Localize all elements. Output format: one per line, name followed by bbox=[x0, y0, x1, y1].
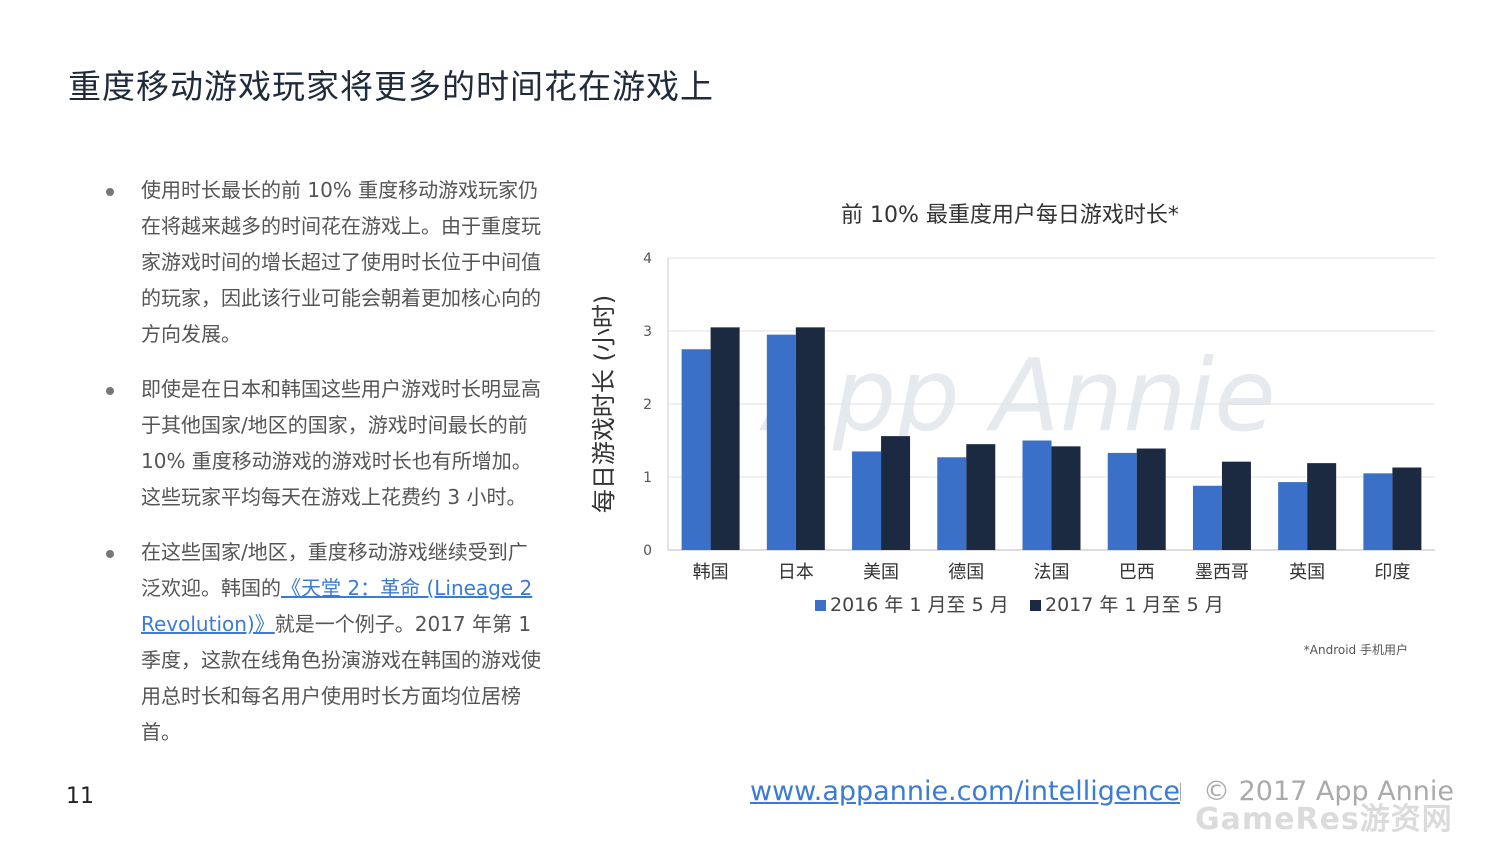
x-tick-label: 墨西哥 bbox=[1195, 562, 1249, 583]
y-tick-label: 0 bbox=[643, 543, 652, 559]
legend-label: 2016 年 1 月至 5 月 bbox=[830, 594, 1009, 616]
y-tick-label: 2 bbox=[643, 397, 652, 413]
bar-2017 bbox=[1051, 446, 1081, 550]
bar-2017 bbox=[1307, 463, 1337, 550]
y-axis-label: 每日游戏时长 (小时) bbox=[590, 295, 618, 513]
x-tick-label: 德国 bbox=[948, 562, 984, 583]
bar-2016 bbox=[681, 349, 711, 550]
bullet-text: 使用时长最长的前 10% 重度移动游戏玩家仍在将越来越多的时间花在游戏上。由于重… bbox=[141, 178, 541, 346]
bar-2017 bbox=[1221, 461, 1251, 550]
legend-label: 2017 年 1 月至 5 月 bbox=[1045, 594, 1224, 616]
bar-2017 bbox=[795, 327, 825, 550]
page-number: 11 bbox=[66, 784, 94, 809]
x-tick-label: 印度 bbox=[1374, 562, 1410, 583]
y-tick-labels: 0 1 2 3 4 bbox=[643, 251, 652, 559]
x-tick-label: 日本 bbox=[778, 562, 814, 583]
bullet-dot-icon bbox=[106, 550, 114, 558]
bar-2016 bbox=[1107, 452, 1137, 550]
chart-watermark: App Annie bbox=[758, 337, 1276, 454]
x-tick-label: 法国 bbox=[1034, 562, 1070, 583]
x-tick-label: 美国 bbox=[863, 562, 899, 583]
bar-2016 bbox=[852, 451, 882, 550]
bar-2016 bbox=[1278, 482, 1308, 550]
bullet-text-before: 在这些国家/地区，重度移动游戏继续受到广泛欢迎。韩国的 bbox=[141, 540, 528, 600]
chart-footnote: *Android 手机用户 bbox=[1304, 642, 1408, 657]
footer-copyright: © 2017 App Annie bbox=[1203, 776, 1455, 807]
bar-2017 bbox=[710, 327, 740, 550]
bullet-text-after: 就是一个例子。2017 年第 1季度，这款在线角色扮演游戏在韩国的游戏使用总时长… bbox=[141, 612, 541, 744]
bar-2017 bbox=[966, 444, 996, 550]
lineage-2-link[interactable]: 《天堂 2：革命 (Lineage 2 Revolution)》 bbox=[141, 576, 533, 636]
footer-divider bbox=[1180, 783, 1181, 801]
bar-2016 bbox=[1022, 440, 1052, 550]
x-tick-label: 巴西 bbox=[1119, 562, 1155, 583]
y-tick-label: 1 bbox=[643, 470, 652, 486]
bullet-item: 使用时长最长的前 10% 重度移动游戏玩家仍在将越来越多的时间花在游戏上。由于重… bbox=[100, 172, 545, 352]
x-tick-labels: 韩国 日本 美国 德国 法国 巴西 墨西哥 英国 印度 bbox=[693, 562, 1411, 583]
corner-watermark: GameRes游资网 bbox=[1195, 802, 1453, 837]
bullet-list: 使用时长最长的前 10% 重度移动游戏玩家仍在将越来越多的时间花在游戏上。由于重… bbox=[100, 172, 545, 769]
bar-2016 bbox=[937, 457, 967, 550]
bar-2017 bbox=[1392, 467, 1422, 550]
legend: 2016 年 1 月至 5 月 2017 年 1 月至 5 月 bbox=[815, 594, 1224, 616]
footer-link[interactable]: www.appannie.com/intelligence bbox=[750, 776, 1181, 807]
bar-2016 bbox=[1192, 485, 1222, 550]
bullet-dot-icon bbox=[106, 188, 114, 196]
x-tick-label: 英国 bbox=[1289, 562, 1325, 583]
legend-swatch bbox=[1030, 600, 1041, 611]
bar-2017 bbox=[1136, 448, 1166, 550]
bullet-item: 即使是在日本和韩国这些用户游戏时长明显高于其他国家/地区的国家，游戏时间最长的前… bbox=[100, 371, 545, 515]
bar-chart: App Annie 前 10% 最重度用户每日游戏时长* 每日游戏时长 (小时)… bbox=[590, 203, 1435, 657]
bar-2016 bbox=[766, 334, 796, 550]
y-tick-label: 3 bbox=[643, 324, 652, 340]
bullet-text: 即使是在日本和韩国这些用户游戏时长明显高于其他国家/地区的国家，游戏时间最长的前… bbox=[141, 377, 541, 509]
chart-title: 前 10% 最重度用户每日游戏时长* bbox=[841, 203, 1179, 228]
bullet-dot-icon bbox=[106, 387, 114, 395]
bullet-item: 在这些国家/地区，重度移动游戏继续受到广泛欢迎。韩国的《天堂 2：革命 (Lin… bbox=[100, 534, 545, 750]
page-title: 重度移动游戏玩家将更多的时间花在游戏上 bbox=[68, 67, 714, 106]
bar-2016 bbox=[1363, 473, 1393, 550]
bar-2017 bbox=[881, 436, 911, 550]
bars bbox=[681, 327, 1422, 550]
y-tick-label: 4 bbox=[643, 251, 652, 267]
x-tick-label: 韩国 bbox=[693, 562, 729, 583]
legend-swatch bbox=[815, 600, 826, 611]
